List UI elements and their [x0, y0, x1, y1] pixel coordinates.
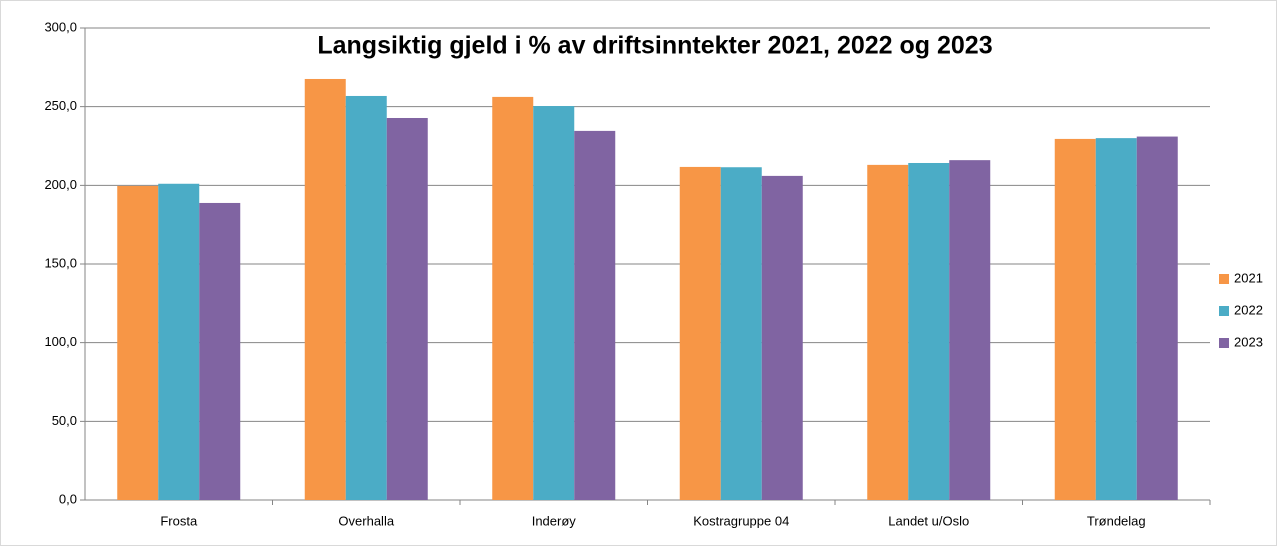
y-tick-label: 200,0 — [44, 177, 77, 192]
x-tick-label: Kostragruppe 04 — [693, 513, 789, 528]
bar — [949, 160, 991, 500]
legend-label: 2023 — [1234, 334, 1263, 349]
bar — [1054, 138, 1096, 501]
x-tick-label: Frosta — [160, 513, 198, 528]
x-tick-label: Overhalla — [338, 513, 394, 528]
bar — [1095, 138, 1137, 500]
bar — [199, 202, 241, 501]
x-tick-label: Inderøy — [532, 513, 577, 528]
y-tick-label: 100,0 — [44, 334, 77, 349]
bar — [117, 185, 159, 501]
legend-label: 2021 — [1234, 270, 1263, 285]
y-tick-label: 300,0 — [44, 19, 77, 34]
y-tick-label: 150,0 — [44, 255, 77, 270]
bar — [492, 96, 534, 501]
x-tick-label: Landet u/Oslo — [888, 513, 969, 528]
bar — [345, 95, 387, 500]
legend-swatch — [1219, 306, 1229, 316]
y-tick-label: 0,0 — [59, 491, 77, 506]
bar — [304, 78, 346, 500]
bar — [158, 183, 200, 500]
bar — [679, 166, 721, 500]
bar — [867, 164, 909, 500]
bar — [761, 175, 803, 501]
y-tick-label: 250,0 — [44, 98, 77, 113]
bar — [574, 130, 616, 500]
legend-swatch — [1219, 338, 1229, 348]
bar — [908, 162, 950, 500]
bar — [720, 167, 762, 501]
legend-swatch — [1219, 274, 1229, 284]
legend-label: 2022 — [1234, 302, 1263, 317]
bar — [386, 117, 428, 501]
y-tick-label: 50,0 — [52, 413, 77, 428]
bar — [533, 106, 575, 501]
x-tick-label: Trøndelag — [1087, 513, 1146, 528]
chart-title: Langsiktig gjeld i % av driftsinntekter … — [317, 32, 992, 60]
bar — [1136, 136, 1178, 500]
